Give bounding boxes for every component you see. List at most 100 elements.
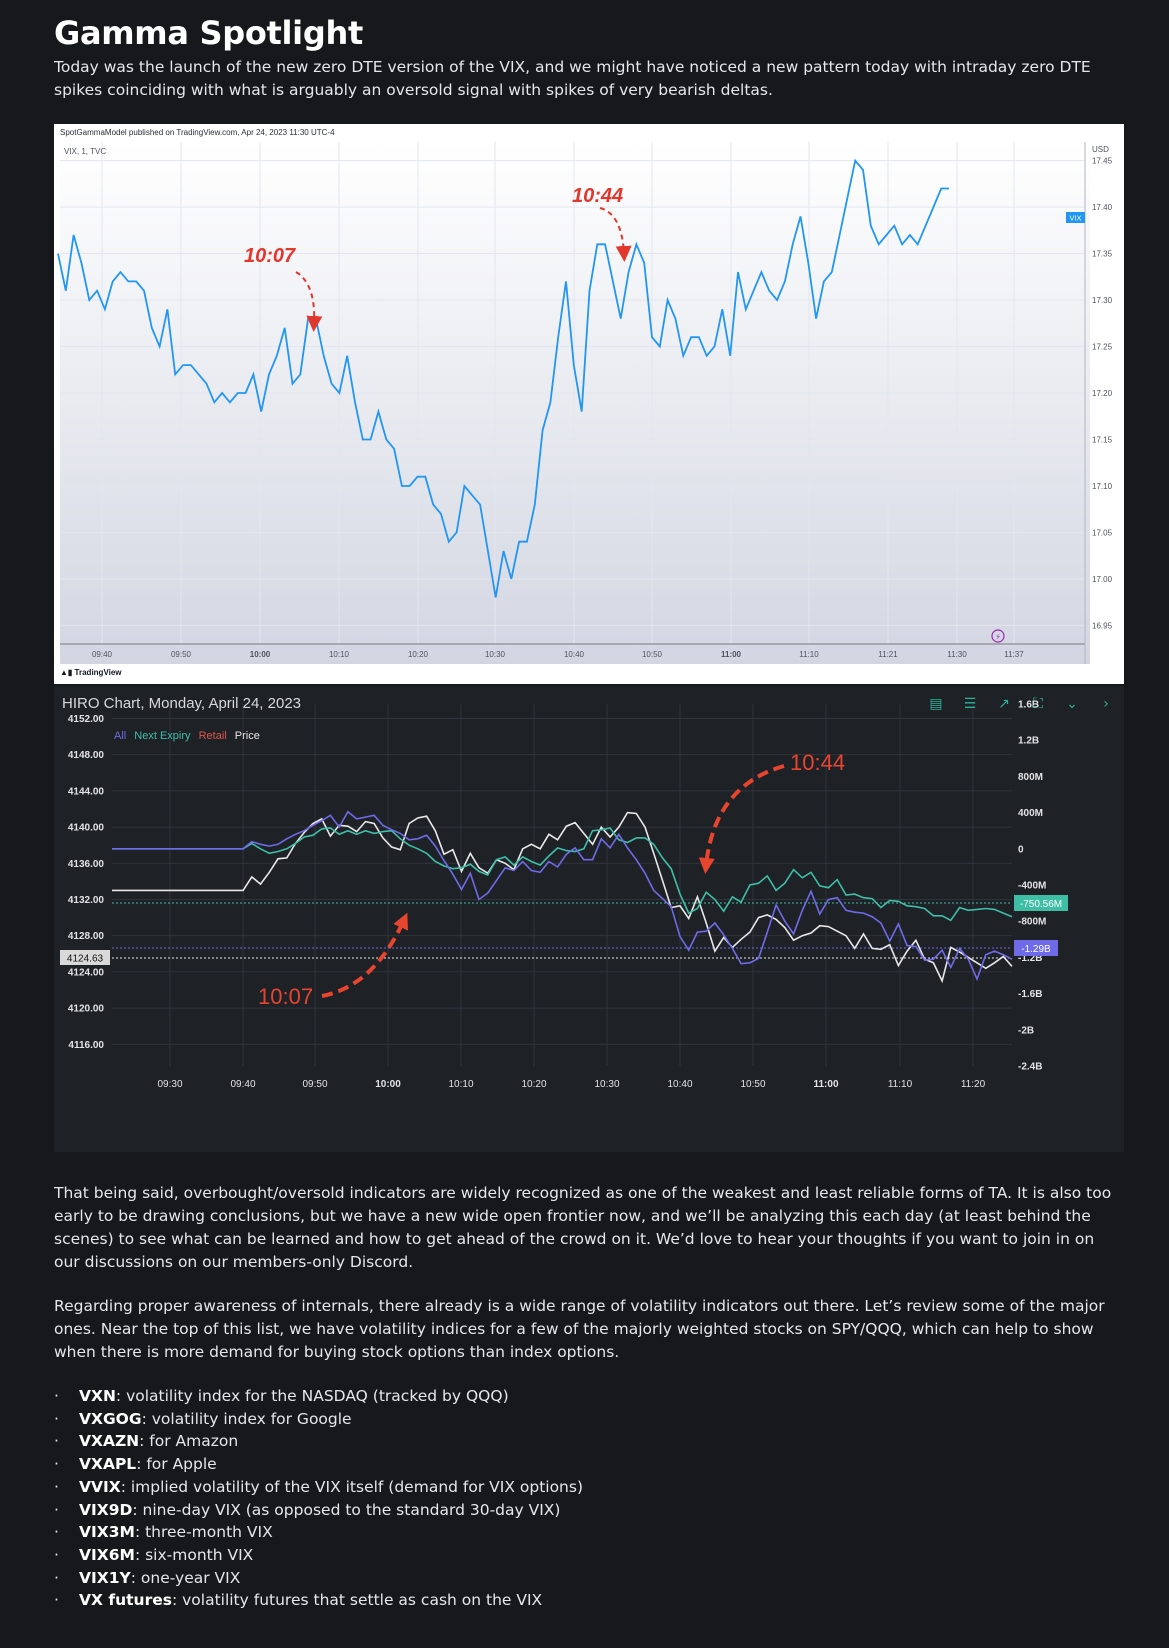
list-item: · VX futures: volatility futures that set… <box>54 1591 543 1610</box>
hiro-right-tick: -2.4B <box>1018 1062 1042 1073</box>
vix-plot-area <box>60 142 1090 664</box>
next-expiry-tag-value: -750.56M <box>1020 899 1062 910</box>
price-series-line <box>112 811 1013 984</box>
list-item: · VXAZN: for Amazon <box>54 1432 239 1451</box>
vix-y-tick: 17.40 <box>1092 203 1113 212</box>
price-tag-value: 4124.63 <box>67 954 104 965</box>
vix-x-tick: 11:21 <box>878 650 898 659</box>
vix-series-line <box>57 158 949 598</box>
notes-icon[interactable]: ▤ <box>929 696 943 712</box>
hiro-chart-panel: 09:30 09:40 09:50 10:00 10:10 10:20 10:30 10:40… <box>54 686 1124 1152</box>
hiro-x-tick: 10:00 <box>375 1079 401 1090</box>
hiro-x-tick: 09:40 <box>230 1079 255 1090</box>
legend-retail[interactable]: Retail <box>198 730 227 742</box>
hiro-left-tick: 4144.00 <box>68 786 105 797</box>
vix-currency: USD <box>1092 145 1109 154</box>
legend-next-expiry[interactable]: Next Expiry <box>134 730 191 742</box>
list-item: · VIX1Y: one-year VIX <box>54 1568 241 1587</box>
intro-paragraph: Today was the launch of the new zero DTE… <box>54 58 1091 99</box>
hiro-left-tick: 4116.00 <box>68 1040 104 1051</box>
hiro-x-tick: 09:30 <box>157 1079 182 1090</box>
vix-x-tick: 10:20 <box>408 650 429 659</box>
vix-x-tick: 09:50 <box>171 650 192 659</box>
vix-x-tick: 11:00 <box>721 650 742 659</box>
hiro-x-tick: 09:50 <box>302 1079 327 1090</box>
vix-symbol: VIX, 1, TVC <box>64 147 106 156</box>
hiro-right-tick: 0 <box>1018 844 1024 855</box>
volatility-index-list: · VXN: volatility index for the NASDAQ (t… <box>54 1385 583 1612</box>
sliders-icon[interactable]: ☰ <box>963 696 977 712</box>
legend-price[interactable]: Price <box>234 730 260 742</box>
hiro-left-tick: 4152.00 <box>68 714 105 725</box>
hiro-left-tick: 4140.00 <box>68 823 105 834</box>
lightning-icon[interactable] <box>991 629 1005 643</box>
annotation-1044: 10:44 <box>572 185 623 207</box>
hiro-annotation-1044: 10:44 <box>790 750 845 775</box>
vix-y-tick: 17.05 <box>1092 528 1113 537</box>
hiro-right-tick: 800M <box>1018 772 1043 783</box>
hiro-right-tick: -400M <box>1018 881 1046 892</box>
hiro-right-tick: 1.6B <box>1018 700 1039 711</box>
list-item: · VXGOG: volatility index for Google <box>54 1409 352 1428</box>
vix-x-tick: 09:40 <box>92 650 113 659</box>
vix-last-badge <box>1066 212 1085 223</box>
hiro-x-tick: 11:10 <box>888 1079 913 1090</box>
tv-publish-header: SpotGammaModel published on TradingView.… <box>60 128 335 137</box>
hiro-right-tick: 400M <box>1018 808 1043 819</box>
hiro-plot-area <box>112 724 1012 1111</box>
vix-y-tick: 17.25 <box>1092 343 1113 352</box>
hiro-right-tick: -800M <box>1018 917 1046 928</box>
vix-x-tick: 11:37 <box>1004 650 1024 659</box>
list-item: · VIX6M: six-month VIX <box>54 1545 254 1564</box>
hiro-chart[interactable]: 09:30 09:40 09:50 10:00 10:10 10:20 10:30 10:40… <box>54 686 1124 1152</box>
vix-y-tick: 16.95 <box>1092 621 1113 630</box>
price-tag <box>60 950 110 965</box>
annotation-arrow-1044 <box>599 207 632 262</box>
vix-y-tick: 17.20 <box>1092 389 1113 398</box>
list-item: · VVIX: implied volatility of the VIX its… <box>54 1477 584 1496</box>
hiro-x-tick: 10:20 <box>521 1079 546 1090</box>
annotation-arrow-1007 <box>295 271 323 332</box>
hiro-x-tick: 11:00 <box>813 1079 838 1090</box>
hiro-left-tick: 4148.00 <box>68 750 105 761</box>
paragraph-oversold: That being said, overbought/oversold ind… <box>54 1184 1112 1271</box>
vix-badge-label: VIX <box>1069 214 1081 223</box>
vix-y-tick: 17.30 <box>1092 296 1113 305</box>
hiro-left-tick: 4136.00 <box>68 859 105 870</box>
line-chart-icon[interactable]: ↗ <box>998 696 1010 712</box>
hiro-legend: All Next Expiry Retail Price <box>114 730 265 742</box>
vix-x-tick: 10:50 <box>642 650 663 659</box>
hiro-x-tick: 10:30 <box>594 1079 619 1090</box>
hiro-toolbar: ▤ ☰ ↗ ⛶ ⌄ › <box>926 694 1116 714</box>
hiro-x-tick: 11:20 <box>961 1079 986 1090</box>
list-item: · VXAPL: for Apple <box>54 1455 217 1474</box>
vix-x-tick: 11:30 <box>947 650 967 659</box>
hiro-annotation-arrow-1007 <box>321 912 408 998</box>
vix-x-tick: 10:00 <box>250 650 271 659</box>
hiro-left-tick: 4120.00 <box>68 1004 105 1015</box>
hiro-left-tick: 4124.00 <box>68 967 105 978</box>
hiro-left-tick: 4128.00 <box>68 931 105 942</box>
fullscreen-icon[interactable]: ⛶ <box>1033 696 1043 712</box>
vix-x-tick: 10:30 <box>485 650 506 659</box>
chevron-right-icon[interactable]: › <box>1103 696 1109 712</box>
next-expiry-series-line <box>112 827 1013 922</box>
all-tag <box>1014 940 1058 956</box>
vix-chart-panel: 09:40 09:50 10:00 10:10 10:20 10:30 10:40 10:50… <box>54 124 1124 684</box>
vix-y-tick: 17.35 <box>1092 250 1113 259</box>
hiro-x-tick: 10:50 <box>740 1079 765 1090</box>
chevron-down-icon[interactable]: ⌄ <box>1066 696 1078 712</box>
next-expiry-tag <box>1014 895 1068 911</box>
list-item: · VIX3M: three-month VIX <box>54 1523 273 1542</box>
all-series-line <box>112 810 1013 982</box>
vix-y-tick: 17.45 <box>1092 157 1113 166</box>
vix-chart[interactable]: 09:40 09:50 10:00 10:10 10:20 10:30 10:40 10:50… <box>54 124 1124 684</box>
hiro-x-tick: 10:10 <box>448 1079 473 1090</box>
hiro-title: HIRO Chart, Monday, April 24, 2023 <box>62 695 302 712</box>
legend-all[interactable]: All <box>114 730 127 742</box>
hiro-left-tick: 4132.00 <box>68 895 105 906</box>
vix-y-tick: 17.00 <box>1092 575 1113 584</box>
list-item: · VXN: volatility index for the NASDAQ (t… <box>54 1387 509 1405</box>
hiro-annotation-1007: 10:07 <box>258 984 313 1009</box>
